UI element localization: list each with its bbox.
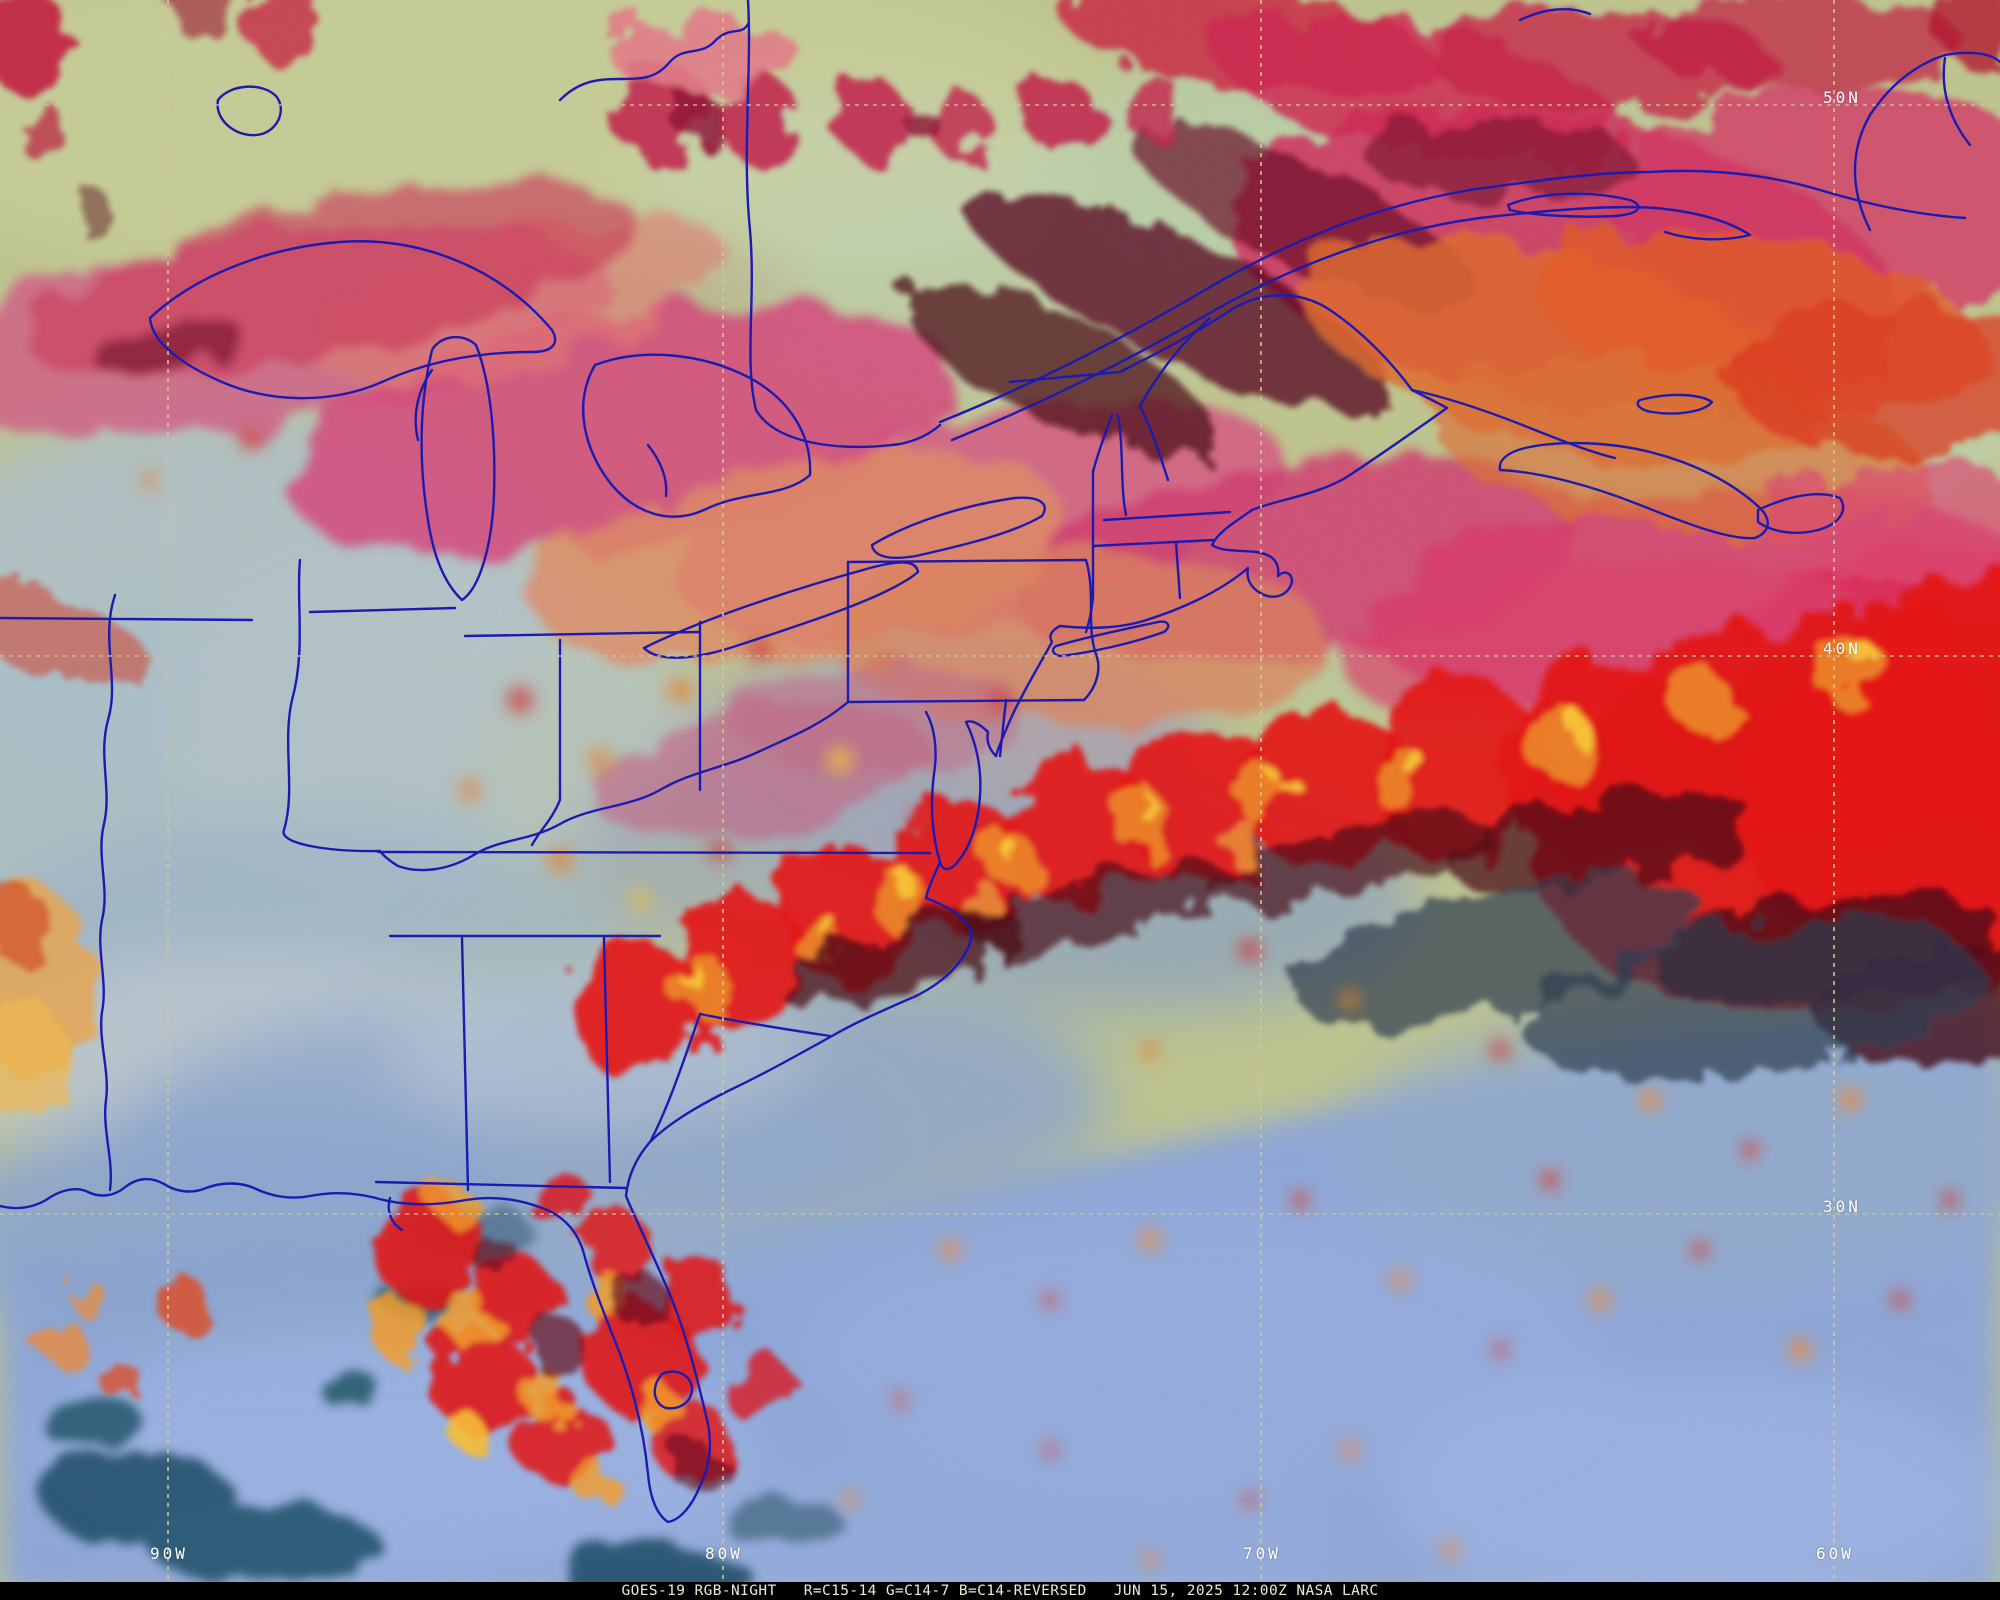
latitude-label-30n: 30N xyxy=(1823,1197,1861,1216)
caption-bar: GOES-19 RGB-NIGHT R=C15-14 G=C14-7 B=C14… xyxy=(0,1582,2000,1600)
longitude-label-80w: 80W xyxy=(704,1544,743,1563)
longitude-label-70w: 70W xyxy=(1242,1544,1281,1563)
longitude-label-60w: 60W xyxy=(1815,1544,1854,1563)
latitude-label-50n: 50N xyxy=(1823,88,1861,107)
gridline-70w xyxy=(1260,0,1262,1582)
latitude-label-40n: 40N xyxy=(1823,639,1861,658)
caption-product: GOES-19 RGB-NIGHT xyxy=(621,1583,777,1599)
gridline-30n xyxy=(0,1213,2000,1215)
gridline-60w xyxy=(1833,0,1835,1582)
gridline-40n xyxy=(0,655,2000,657)
gridline-80w xyxy=(722,0,724,1582)
caption-recipe: R=C15-14 G=C14-7 B=C14-REVERSED xyxy=(803,1583,1087,1599)
caption-datetime: JUN 15, 2025 12:00Z NASA LARC xyxy=(1113,1583,1379,1599)
longitude-label-90w: 90W xyxy=(149,1544,188,1563)
gridline-50n xyxy=(0,104,2000,106)
gridline-90w xyxy=(167,0,169,1582)
